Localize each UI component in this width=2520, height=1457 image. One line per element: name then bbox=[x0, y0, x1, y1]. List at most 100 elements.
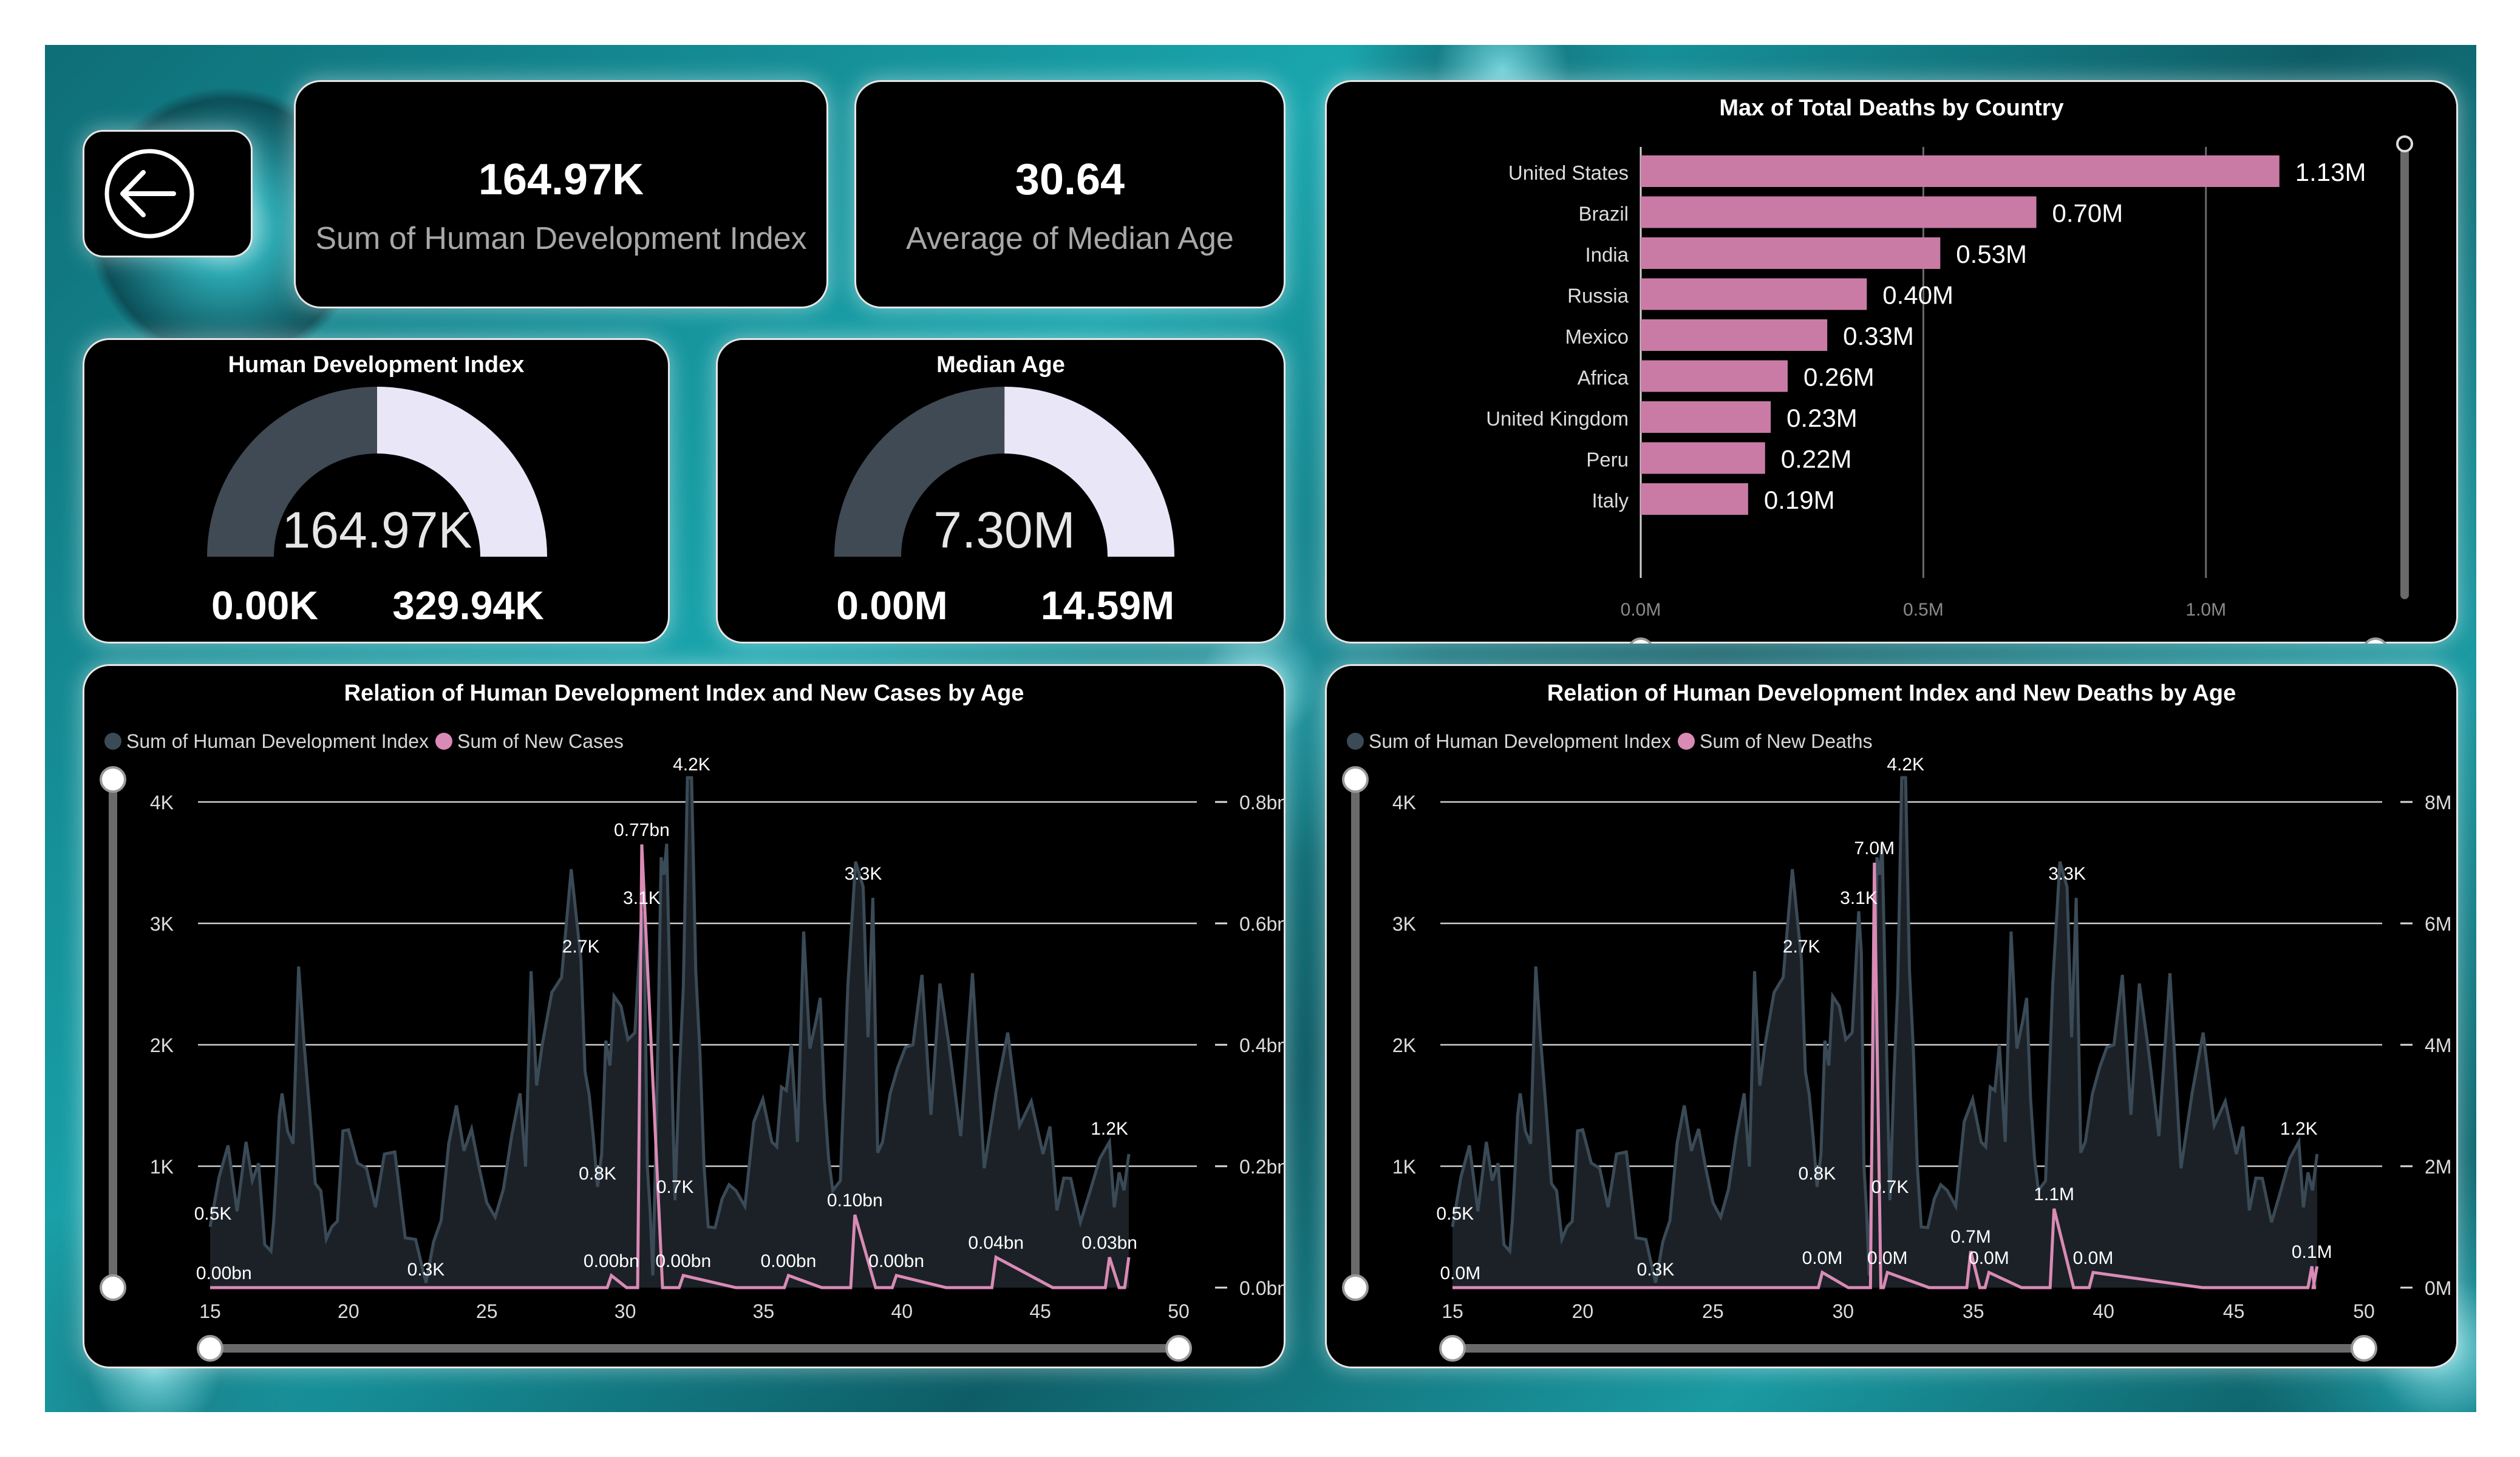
gauge-min: 0.00K bbox=[211, 583, 318, 628]
bar[interactable] bbox=[1641, 442, 1765, 474]
hdi-series-line[interactable] bbox=[208, 776, 1131, 1283]
pink-series-line[interactable] bbox=[1452, 862, 2319, 1289]
hdi-data-label: 0.3K bbox=[1637, 1260, 1675, 1280]
y-right-tick-label: 0.8bn bbox=[1239, 792, 1286, 813]
category-label: Brazil bbox=[1578, 203, 1629, 225]
pink-data-label: 0.00bn bbox=[655, 1251, 711, 1271]
legend-hdi-marker bbox=[104, 733, 121, 750]
hdi-data-label: 0.7K bbox=[656, 1177, 694, 1197]
hdi-sum-value: 164.97K bbox=[478, 155, 644, 204]
hdi-data-label: 2.7K bbox=[562, 937, 600, 957]
pink-data-label: 0.0M bbox=[2073, 1248, 2114, 1268]
y-right-tick-label: 4M bbox=[2425, 1034, 2451, 1056]
legend-hdi-label: Sum of Human Development Index bbox=[126, 730, 429, 752]
hdi-data-label: 0.5K bbox=[194, 1204, 232, 1224]
legend-pink-label: Sum of New Deaths bbox=[1700, 730, 1873, 752]
back-arrow-icon bbox=[104, 149, 194, 239]
median-age-gauge: 7.30M 0.00M 14.59M bbox=[834, 387, 1174, 628]
y-left-tick-label: 4K bbox=[1392, 792, 1416, 813]
x-tick-label: 45 bbox=[1029, 1300, 1051, 1322]
new-deaths-panel: Relation of Human Development Index and … bbox=[1325, 664, 2458, 1368]
median-age-value: 30.64 bbox=[1015, 155, 1125, 204]
hdi-gauge-panel: Human Development Index 164.97K 0.00K 32… bbox=[83, 338, 670, 644]
bar[interactable] bbox=[1641, 360, 1788, 392]
horizontal-slider-start-handle[interactable] bbox=[197, 1335, 223, 1362]
x-tick-label: 20 bbox=[338, 1300, 359, 1322]
y-left-tick-label: 3K bbox=[150, 913, 174, 935]
vertical-slider-top-handle[interactable] bbox=[1342, 766, 1369, 793]
pink-data-label: 0.0M bbox=[1969, 1248, 2009, 1268]
vertical-slider-bottom-handle[interactable] bbox=[100, 1274, 126, 1301]
horizontal-slider-start-handle[interactable] bbox=[1439, 1335, 1466, 1362]
dashboard-background: 164.97K Sum of Human Development Index 3… bbox=[45, 45, 2476, 1412]
gauge-min: 0.00M bbox=[836, 583, 947, 628]
new-deaths-title: Relation of Human Development Index and … bbox=[1547, 681, 2236, 706]
hdi-data-label: 0.3K bbox=[407, 1260, 445, 1280]
vertical-slider-bottom-handle[interactable] bbox=[1342, 1274, 1369, 1301]
y-left-tick-label: 2K bbox=[1392, 1034, 1416, 1056]
x-tick-label: 20 bbox=[1572, 1300, 1594, 1322]
pink-data-label: 0.00bn bbox=[196, 1263, 252, 1283]
gauge-max: 329.94K bbox=[392, 583, 544, 628]
bar[interactable] bbox=[1641, 278, 1867, 310]
bar[interactable] bbox=[1641, 196, 2037, 228]
pink-data-label: 0.03bn bbox=[1081, 1233, 1137, 1253]
y-right-tick-label: 0.0bn bbox=[1239, 1277, 1286, 1299]
hdi-data-label: 3.3K bbox=[2048, 864, 2086, 884]
x-tick-label: 15 bbox=[199, 1300, 221, 1322]
hdi-data-label: 4.2K bbox=[1887, 755, 1924, 775]
y-right-tick-label: 0.4bn bbox=[1239, 1034, 1286, 1056]
legend-hdi-label: Sum of Human Development Index bbox=[1369, 730, 1671, 752]
total-deaths-title: Max of Total Deaths by Country bbox=[1719, 95, 2064, 121]
y-right-tick-label: 0.2bn bbox=[1239, 1156, 1286, 1178]
data-label: 0.26M bbox=[1803, 363, 1875, 392]
median-age-gauge-panel: Median Age 7.30M 0.00M 14.59M bbox=[716, 338, 1286, 644]
x-tick-label: 30 bbox=[1832, 1300, 1854, 1322]
new-cases-title: Relation of Human Development Index and … bbox=[344, 681, 1024, 706]
gauge-fill bbox=[377, 387, 547, 557]
y-right-tick-label: 8M bbox=[2425, 792, 2451, 813]
pink-data-label: 0.77bn bbox=[614, 820, 670, 840]
y-left-tick-label: 2K bbox=[150, 1034, 174, 1056]
gauge-max: 14.59M bbox=[1041, 583, 1174, 628]
x-tick-label: 50 bbox=[2353, 1300, 2375, 1322]
y-left-tick-label: 1K bbox=[150, 1156, 174, 1178]
new-deaths-area-chart: Sum of Human Development Index Sum of New… bbox=[1342, 730, 2451, 1362]
category-label: Italy bbox=[1592, 489, 1629, 512]
horizontal-slider-end-handle[interactable] bbox=[1165, 1335, 1192, 1362]
bar[interactable] bbox=[1641, 483, 1748, 515]
hdi-data-label: 3.3K bbox=[845, 864, 882, 884]
y-left-tick-label: 1K bbox=[1392, 1156, 1416, 1178]
gauge-value: 7.30M bbox=[933, 501, 1075, 559]
y-left-tick-label: 4K bbox=[150, 792, 174, 813]
back-button[interactable] bbox=[83, 130, 253, 257]
hdi-data-label: 2.7K bbox=[1783, 937, 1820, 957]
x-tick-label: 25 bbox=[476, 1300, 498, 1322]
pink-data-label: 7.0M bbox=[1854, 838, 1895, 858]
category-label: United States bbox=[1508, 161, 1629, 184]
vertical-slider-top-handle[interactable] bbox=[100, 766, 126, 793]
hdi-data-label: 1.2K bbox=[2280, 1119, 2318, 1139]
new-cases-panel: Relation of Human Development Index and … bbox=[83, 664, 1286, 1368]
data-label: 0.19M bbox=[1764, 486, 1835, 514]
bar[interactable] bbox=[1641, 319, 1828, 351]
y-right-tick-label: 6M bbox=[2425, 913, 2451, 935]
data-label: 0.22M bbox=[1781, 445, 1852, 474]
hdi-sum-card: 164.97K Sum of Human Development Index bbox=[294, 80, 828, 308]
range-slider-end-handle[interactable] bbox=[2363, 637, 2388, 644]
category-label: United Kingdom bbox=[1486, 407, 1629, 430]
category-label: Russia bbox=[1567, 285, 1629, 307]
range-slider-start-handle[interactable] bbox=[1629, 637, 1653, 644]
pink-series-line[interactable] bbox=[210, 844, 1131, 1289]
x-tick-label: 1.0M bbox=[2185, 600, 2226, 620]
pink-data-label: 0.00bn bbox=[584, 1251, 639, 1271]
bar[interactable] bbox=[1641, 401, 1771, 433]
scrollbar-handle[interactable] bbox=[2396, 135, 2413, 152]
bar[interactable] bbox=[1641, 155, 2280, 187]
legend-hdi-marker bbox=[1347, 733, 1364, 750]
bar[interactable] bbox=[1641, 237, 1941, 269]
horizontal-slider-end-handle[interactable] bbox=[2351, 1335, 2377, 1362]
y-right-tick-label: 0M bbox=[2425, 1277, 2451, 1299]
x-tick-label: 40 bbox=[2093, 1300, 2114, 1322]
legend-pink-marker bbox=[435, 733, 452, 750]
